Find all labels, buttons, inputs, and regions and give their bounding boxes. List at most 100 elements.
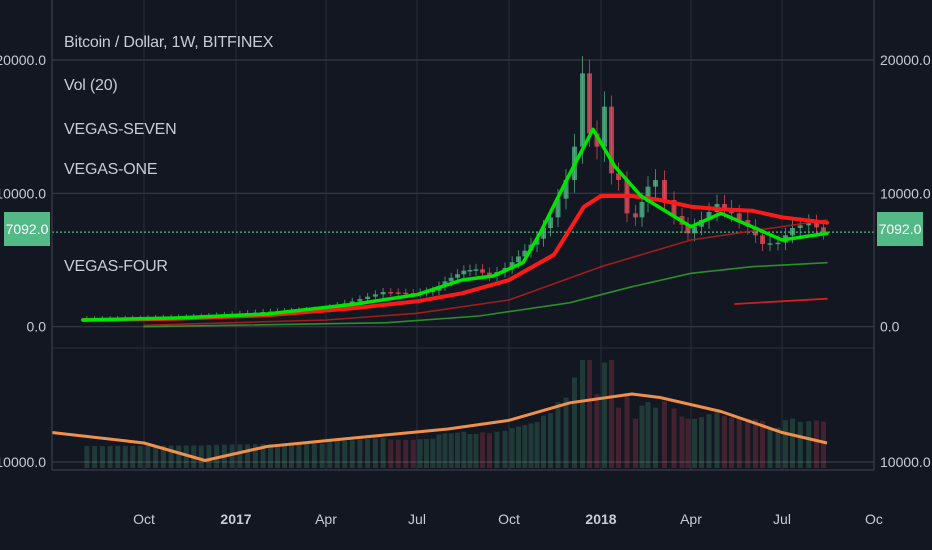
volume-bars [84, 360, 826, 468]
volume-bar [616, 407, 621, 468]
volume-bar [455, 432, 460, 468]
candle-body [653, 180, 658, 187]
candles [84, 56, 826, 322]
candle-body [645, 186, 651, 202]
volume-bar [237, 444, 243, 468]
volume-bar [555, 402, 561, 468]
candle-body [349, 301, 355, 304]
candle-body [372, 294, 378, 297]
volume-bar [814, 420, 819, 468]
volume-bar [679, 416, 685, 468]
volume-bar [430, 438, 436, 468]
volume-bar [767, 427, 773, 468]
volume-bar [206, 444, 212, 468]
candle-body [380, 292, 386, 295]
x-tick-label: Apr [315, 511, 337, 527]
vol-tick-label-right: 10000.0 [880, 454, 931, 470]
volume-bar [821, 421, 826, 468]
volume-bar [692, 418, 697, 468]
volume-bar [137, 445, 143, 468]
indicator-vol[interactable]: Vol (20) [64, 77, 118, 94]
volume-bar [319, 443, 325, 468]
vol-tick-label-left: 10000.0 [0, 454, 46, 470]
y-tick-label-right: 0.0 [880, 319, 900, 335]
indicator-vegas-four[interactable]: VEGAS-FOUR [64, 258, 168, 275]
candle-body [814, 222, 819, 228]
volume-bar [122, 445, 128, 468]
volume-bar [252, 444, 258, 468]
x-tick-label: Jul [773, 511, 791, 527]
volume-bar [783, 420, 788, 468]
volume-bar [639, 405, 645, 468]
candle-body [467, 270, 473, 272]
candle-body [685, 224, 691, 234]
candle-body [662, 180, 667, 200]
volume-bar [745, 418, 751, 468]
volume-bar [509, 427, 515, 468]
volume-bar [417, 439, 423, 468]
x-tick-label: 2017 [220, 511, 251, 527]
volume-bar [183, 445, 189, 468]
volume-bar [388, 439, 394, 468]
axes: 20000.0 20000.0 10000.0 10000.0 0.0 0.0 10000.… [0, 0, 931, 527]
volume-bar [587, 360, 592, 468]
candle-body [767, 243, 773, 245]
volume-bar [609, 360, 614, 468]
volume-bar [410, 439, 416, 468]
volume-bar [645, 402, 651, 468]
volume-bar [448, 433, 454, 468]
volume-bar [84, 446, 90, 468]
candle-body [430, 290, 436, 293]
candle-body [541, 228, 546, 239]
volume-ma-line [51, 392, 828, 462]
candle-body [706, 212, 712, 220]
volume-bar [153, 445, 159, 468]
volume-bar [99, 446, 105, 468]
ema-red-slow-line [143, 219, 828, 327]
volume-bar [304, 443, 310, 468]
volume-bar [473, 433, 479, 468]
volume-bar [522, 425, 528, 468]
candle-body [388, 292, 394, 294]
candle-body [522, 250, 528, 257]
volume-bar [442, 433, 448, 468]
volume-bar [662, 401, 667, 468]
volume-bar [436, 434, 442, 468]
volume-bar [296, 443, 302, 468]
volume-bar [671, 408, 677, 468]
candle-body [692, 226, 697, 234]
volume-bar [528, 423, 534, 468]
indicator-vegas-one[interactable]: VEGAS-ONE [64, 161, 158, 178]
volume-bar [168, 445, 174, 468]
volume-bar [706, 414, 712, 468]
candle-body [357, 299, 363, 302]
candle-body [594, 133, 600, 147]
volume-bar [722, 416, 727, 468]
volume-bar [260, 444, 266, 468]
volume-bar [245, 444, 251, 468]
candle-body [448, 277, 454, 282]
volume-bar [806, 421, 812, 468]
volume-bar [115, 445, 121, 468]
indicator-vegas-seven[interactable]: VEGAS-SEVEN [64, 121, 177, 138]
y-tick-label-left: 0.0 [27, 319, 47, 335]
volume-bar [572, 377, 577, 468]
candle-body [461, 270, 467, 275]
indicator-lines [51, 127, 874, 462]
volume-bar [349, 440, 355, 468]
volume-bar [699, 417, 704, 468]
volume-bar [516, 426, 521, 468]
candle-body [395, 292, 401, 294]
volume-bar [395, 439, 401, 468]
x-tick-label: Jul [408, 511, 426, 527]
candle-body [616, 173, 621, 180]
volume-bar [633, 418, 638, 468]
candle-body [633, 213, 638, 218]
volume-bar [602, 362, 607, 468]
volume-bar [487, 433, 492, 468]
volume-bar [380, 437, 386, 468]
candle-body [509, 262, 515, 268]
candle-body [555, 198, 561, 218]
x-tick-label: Oct [498, 511, 520, 527]
volume-bar [760, 421, 765, 468]
